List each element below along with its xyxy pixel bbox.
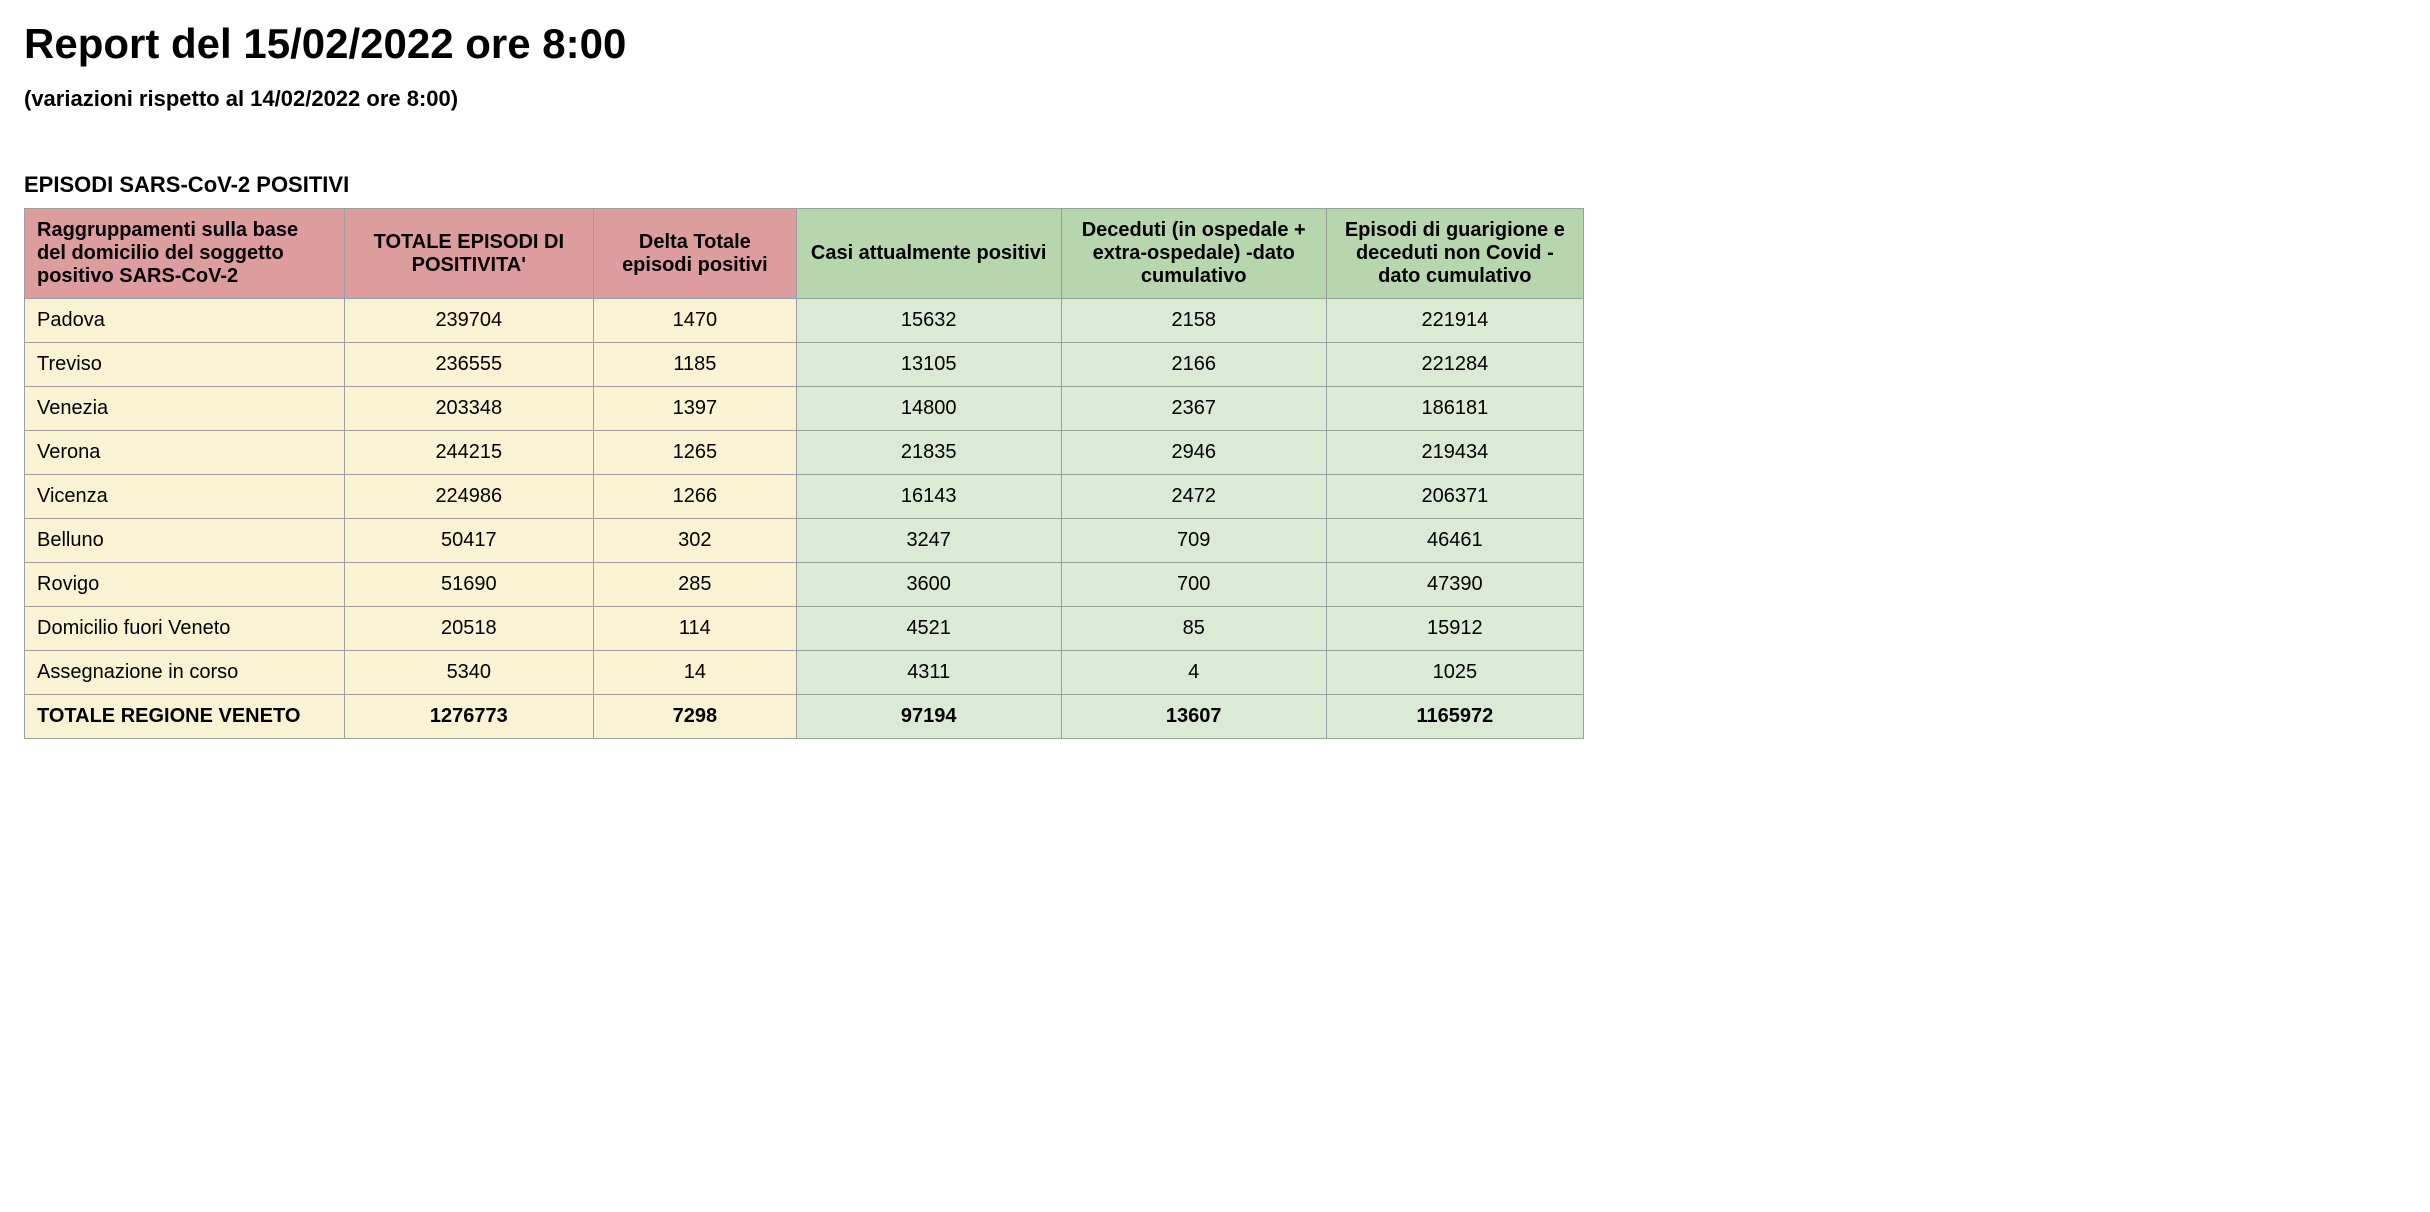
cell-total: 50417 (344, 519, 593, 563)
table-header-cell: Delta Totale episodi positivi (594, 209, 797, 299)
cell-current: 3600 (796, 563, 1061, 607)
positives-table: Raggruppamenti sulla base del domicilio … (24, 208, 1584, 739)
cell-total: 224986 (344, 475, 593, 519)
cell-recovered: 221284 (1326, 343, 1583, 387)
page-title: Report del 15/02/2022 ore 8:00 (24, 20, 2406, 68)
cell-deceased: 2367 (1061, 387, 1326, 431)
table-row: Verona2442151265218352946219434 (25, 431, 1584, 475)
cell-delta: 1185 (594, 343, 797, 387)
table-header-cell: Casi attualmente positivi (796, 209, 1061, 299)
cell-current: 4521 (796, 607, 1061, 651)
cell-delta: 1397 (594, 387, 797, 431)
cell-delta: 302 (594, 519, 797, 563)
cell-recovered: 47390 (1326, 563, 1583, 607)
row-label: TOTALE REGIONE VENETO (25, 695, 345, 739)
cell-current: 21835 (796, 431, 1061, 475)
cell-deceased: 2158 (1061, 299, 1326, 343)
cell-recovered: 206371 (1326, 475, 1583, 519)
cell-total: 203348 (344, 387, 593, 431)
table-header-cell: Deceduti (in ospedale + extra-ospedale) … (1061, 209, 1326, 299)
cell-deceased: 13607 (1061, 695, 1326, 739)
table-header-cell: TOTALE EPISODI DI POSITIVITA' (344, 209, 593, 299)
table-row: Padova2397041470156322158221914 (25, 299, 1584, 343)
cell-recovered: 219434 (1326, 431, 1583, 475)
cell-total: 239704 (344, 299, 593, 343)
cell-deceased: 85 (1061, 607, 1326, 651)
row-label: Belluno (25, 519, 345, 563)
cell-recovered: 1165972 (1326, 695, 1583, 739)
table-row: Belluno50417302324770946461 (25, 519, 1584, 563)
row-label: Verona (25, 431, 345, 475)
cell-total: 236555 (344, 343, 593, 387)
cell-total: 20518 (344, 607, 593, 651)
cell-delta: 114 (594, 607, 797, 651)
cell-recovered: 1025 (1326, 651, 1583, 695)
cell-recovered: 46461 (1326, 519, 1583, 563)
cell-delta: 14 (594, 651, 797, 695)
cell-deceased: 709 (1061, 519, 1326, 563)
row-label: Padova (25, 299, 345, 343)
row-label: Venezia (25, 387, 345, 431)
cell-deceased: 4 (1061, 651, 1326, 695)
cell-total: 51690 (344, 563, 593, 607)
cell-delta: 7298 (594, 695, 797, 739)
cell-total: 244215 (344, 431, 593, 475)
cell-current: 15632 (796, 299, 1061, 343)
table-row: Vicenza2249861266161432472206371 (25, 475, 1584, 519)
cell-recovered: 186181 (1326, 387, 1583, 431)
cell-current: 14800 (796, 387, 1061, 431)
cell-total: 5340 (344, 651, 593, 695)
page-subtitle: (variazioni rispetto al 14/02/2022 ore 8… (24, 86, 2406, 112)
cell-deceased: 700 (1061, 563, 1326, 607)
table-row: Rovigo51690285360070047390 (25, 563, 1584, 607)
cell-recovered: 221914 (1326, 299, 1583, 343)
cell-recovered: 15912 (1326, 607, 1583, 651)
row-label: Treviso (25, 343, 345, 387)
cell-deceased: 2946 (1061, 431, 1326, 475)
cell-current: 4311 (796, 651, 1061, 695)
cell-total: 1276773 (344, 695, 593, 739)
cell-delta: 1470 (594, 299, 797, 343)
row-label: Vicenza (25, 475, 345, 519)
cell-current: 13105 (796, 343, 1061, 387)
row-label: Domicilio fuori Veneto (25, 607, 345, 651)
cell-current: 97194 (796, 695, 1061, 739)
cell-delta: 285 (594, 563, 797, 607)
table-row: Venezia2033481397148002367186181 (25, 387, 1584, 431)
cell-deceased: 2166 (1061, 343, 1326, 387)
section-title: EPISODI SARS-CoV-2 POSITIVI (24, 172, 2406, 198)
table-row: Domicilio fuori Veneto205181144521851591… (25, 607, 1584, 651)
row-label: Rovigo (25, 563, 345, 607)
cell-current: 16143 (796, 475, 1061, 519)
table-header-row: Raggruppamenti sulla base del domicilio … (25, 209, 1584, 299)
table-row: Assegnazione in corso534014431141025 (25, 651, 1584, 695)
table-header-cell: Episodi di guarigione e deceduti non Cov… (1326, 209, 1583, 299)
cell-delta: 1266 (594, 475, 797, 519)
table-total-row: TOTALE REGIONE VENETO1276773729897194136… (25, 695, 1584, 739)
row-label: Assegnazione in corso (25, 651, 345, 695)
table-row: Treviso2365551185131052166221284 (25, 343, 1584, 387)
cell-current: 3247 (796, 519, 1061, 563)
table-header-cell: Raggruppamenti sulla base del domicilio … (25, 209, 345, 299)
cell-deceased: 2472 (1061, 475, 1326, 519)
cell-delta: 1265 (594, 431, 797, 475)
